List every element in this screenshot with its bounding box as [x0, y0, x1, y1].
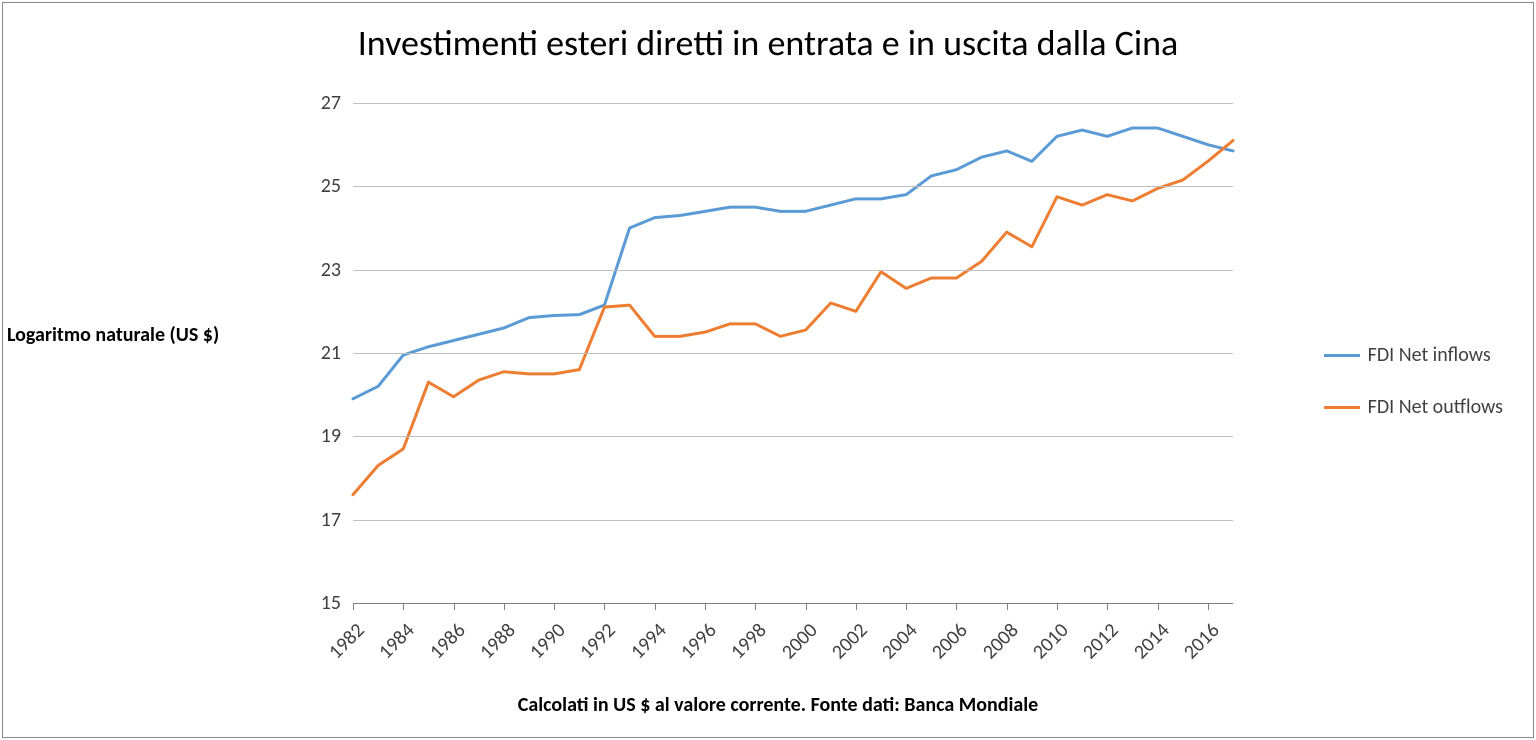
x-tick-mark	[1107, 603, 1108, 610]
legend-label: FDI Net outflows	[1368, 395, 1503, 419]
legend-item: FDI Net inflows	[1324, 343, 1503, 367]
grid-line	[353, 436, 1233, 437]
x-tick-label: 2000	[770, 619, 822, 671]
x-tick-mark	[554, 603, 555, 610]
x-tick-mark	[906, 603, 907, 610]
x-tick-mark	[353, 603, 354, 610]
y-tick-label: 15	[281, 591, 341, 615]
x-tick-label: 1988	[468, 619, 520, 671]
x-tick-label: 1982	[317, 619, 369, 671]
x-tick-mark	[504, 603, 505, 610]
x-tick-mark	[655, 603, 656, 610]
grid-line	[353, 270, 1233, 271]
grid-line	[353, 520, 1233, 521]
grid-line	[353, 353, 1233, 354]
x-tick-label: 2016	[1172, 619, 1224, 671]
x-tick-mark	[705, 603, 706, 610]
x-tick-mark	[1007, 603, 1008, 610]
y-axis-title: Logaritmo naturale (US $)	[7, 323, 219, 347]
legend-item: FDI Net outflows	[1324, 395, 1503, 419]
y-tick-label: 17	[281, 508, 341, 532]
x-tick-label: 2014	[1122, 619, 1174, 671]
x-tick-mark	[604, 603, 605, 610]
x-tick-mark	[806, 603, 807, 610]
series-line	[353, 128, 1233, 399]
legend-swatch	[1324, 354, 1360, 357]
x-tick-label: 1994	[619, 619, 671, 671]
x-tick-label: 2008	[971, 619, 1023, 671]
x-tick-label: 1998	[719, 619, 771, 671]
x-tick-mark	[1208, 603, 1209, 610]
x-tick-label: 1986	[418, 619, 470, 671]
x-tick-mark	[1057, 603, 1058, 610]
legend: FDI Net inflows FDI Net outflows	[1324, 343, 1503, 447]
x-tick-label: 1996	[669, 619, 721, 671]
x-tick-label: 1984	[367, 619, 419, 671]
x-tick-mark	[1158, 603, 1159, 610]
legend-label: FDI Net inflows	[1368, 343, 1491, 367]
x-tick-mark	[856, 603, 857, 610]
x-tick-label: 2006	[921, 619, 973, 671]
grid-line	[353, 103, 1233, 104]
x-tick-label: 2012	[1071, 619, 1123, 671]
x-tick-mark	[403, 603, 404, 610]
x-tick-label: 2002	[820, 619, 872, 671]
x-axis-title: Calcolati in US $ al valore corrente. Fo…	[353, 693, 1203, 717]
x-tick-label: 2010	[1021, 619, 1073, 671]
x-axis-line	[353, 603, 1233, 604]
series-line	[353, 141, 1233, 495]
y-tick-label: 25	[281, 174, 341, 198]
x-tick-mark	[956, 603, 957, 610]
legend-swatch	[1324, 406, 1360, 409]
chart-title: Investimenti esteri diretti in entrata e…	[3, 21, 1533, 65]
grid-line	[353, 186, 1233, 187]
y-tick-label: 21	[281, 341, 341, 365]
chart-container: Investimenti esteri diretti in entrata e…	[2, 2, 1534, 738]
plot-area	[353, 103, 1233, 603]
y-tick-label: 19	[281, 424, 341, 448]
x-tick-label: 1990	[518, 619, 570, 671]
x-tick-mark	[454, 603, 455, 610]
y-tick-label: 23	[281, 258, 341, 282]
x-tick-label: 2004	[870, 619, 922, 671]
y-tick-label: 27	[281, 91, 341, 115]
x-tick-mark	[755, 603, 756, 610]
x-tick-label: 1992	[569, 619, 621, 671]
